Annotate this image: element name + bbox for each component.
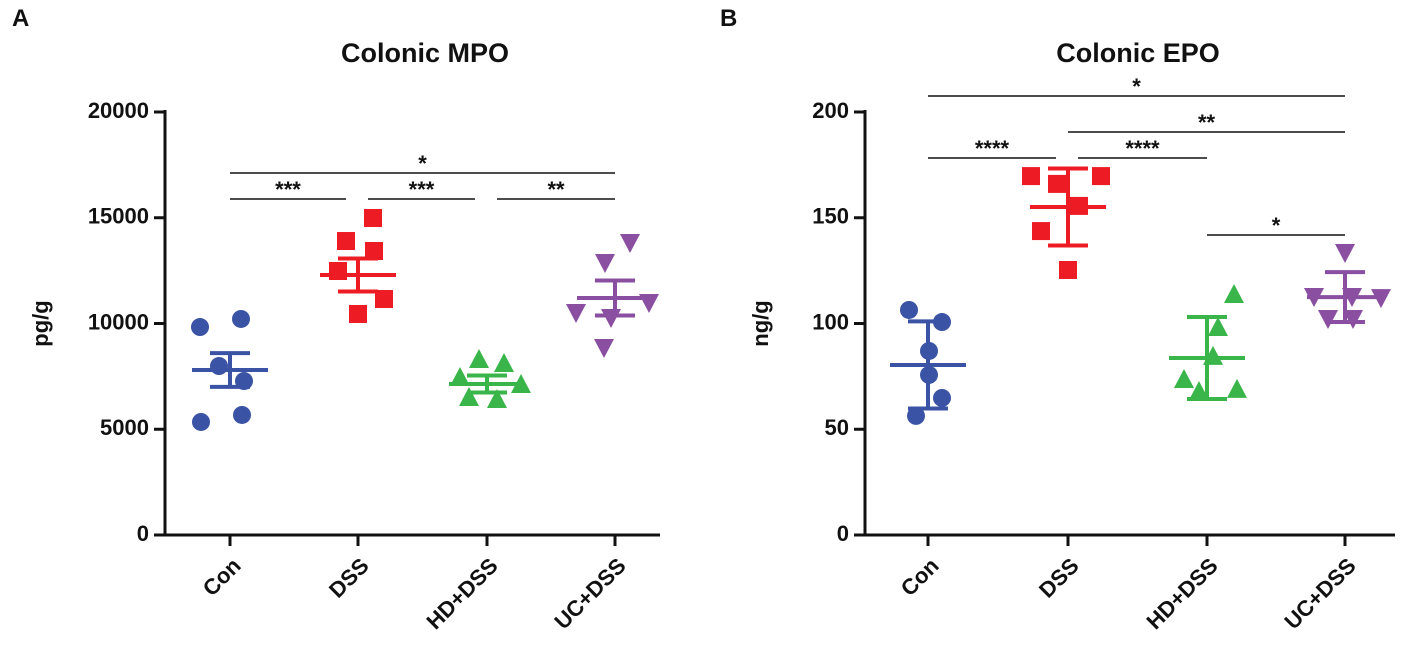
data-point xyxy=(900,300,918,319)
data-point xyxy=(1022,167,1040,186)
significance-label: ** xyxy=(1198,110,1216,135)
data-point xyxy=(487,388,507,408)
data-point xyxy=(620,234,640,254)
data-point xyxy=(349,304,367,323)
y-tick-label: 150 xyxy=(812,204,849,229)
data-point xyxy=(494,353,514,373)
data-point xyxy=(450,367,470,387)
data-point xyxy=(1048,174,1066,193)
y-tick-label: 15000 xyxy=(88,204,149,229)
x-tick-label: DSS xyxy=(324,553,374,603)
y-tick-label: 0 xyxy=(137,521,149,546)
data-point xyxy=(1059,260,1077,279)
y-tick-label: 50 xyxy=(825,415,849,440)
data-point xyxy=(459,386,479,406)
y-tick-label: 5000 xyxy=(100,415,149,440)
data-point xyxy=(1335,244,1355,264)
significance-label: * xyxy=(1132,74,1141,99)
data-point xyxy=(469,349,489,369)
data-point xyxy=(1318,310,1338,330)
data-point xyxy=(1092,167,1110,186)
data-point xyxy=(1224,283,1244,303)
data-point xyxy=(1208,316,1228,336)
y-tick-label: 200 xyxy=(812,98,849,123)
data-point xyxy=(210,357,228,376)
x-tick-label: UC+DSS xyxy=(549,553,630,634)
significance-label: **** xyxy=(975,136,1010,161)
y-tick-label: 0 xyxy=(837,521,849,546)
data-point xyxy=(594,338,614,358)
data-point xyxy=(375,290,393,309)
x-tick-label: Con xyxy=(896,553,944,601)
data-point xyxy=(1174,368,1194,388)
panel-letter: B xyxy=(720,5,737,32)
x-tick-label: DSS xyxy=(1034,553,1084,603)
data-point xyxy=(1227,378,1247,398)
x-tick-label: HD+DSS xyxy=(1141,553,1222,634)
data-point xyxy=(907,406,925,425)
data-point xyxy=(566,303,586,323)
data-point xyxy=(191,318,209,337)
x-tick-label: Con xyxy=(198,553,246,601)
significance-label: * xyxy=(418,151,427,176)
data-point xyxy=(1343,310,1363,330)
data-point xyxy=(337,232,355,251)
data-point xyxy=(364,209,382,228)
chart-title: Colonic EPO xyxy=(1056,38,1220,68)
y-tick-label: 10000 xyxy=(88,309,149,334)
data-point xyxy=(233,405,251,424)
data-point xyxy=(365,241,383,260)
significance-label: *** xyxy=(275,177,301,202)
significance-label: * xyxy=(1272,213,1281,238)
data-point xyxy=(329,262,347,281)
data-point xyxy=(1189,381,1209,401)
data-point xyxy=(595,253,615,273)
data-point xyxy=(1032,222,1050,241)
panel-letter: A xyxy=(12,5,29,32)
y-axis-label: pg/g xyxy=(28,300,53,346)
data-point xyxy=(933,388,951,407)
data-point xyxy=(192,412,210,431)
y-axis-label: ng/g xyxy=(748,300,773,346)
y-tick-label: 100 xyxy=(812,309,849,334)
significance-label: *** xyxy=(409,177,435,202)
x-tick-label: HD+DSS xyxy=(421,553,502,634)
significance-label: ** xyxy=(547,177,565,202)
significance-label: **** xyxy=(1125,136,1160,161)
x-tick-label: UC+DSS xyxy=(1279,553,1360,634)
data-point xyxy=(232,309,250,328)
chart-title: Colonic MPO xyxy=(341,38,509,68)
y-tick-label: 20000 xyxy=(88,98,149,123)
data-point xyxy=(601,309,621,329)
